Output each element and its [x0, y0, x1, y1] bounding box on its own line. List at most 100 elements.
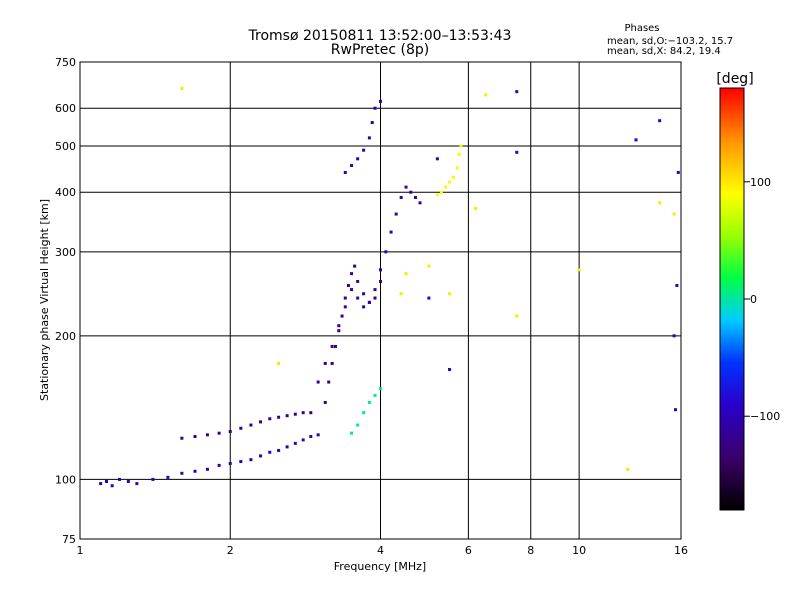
colorbar [719, 87, 745, 511]
y-tick-label: 100 [55, 473, 76, 486]
data-point [277, 415, 281, 419]
data-point [285, 445, 289, 449]
data-point [330, 344, 334, 348]
data-point [277, 361, 281, 365]
data-point [350, 288, 354, 292]
data-point [473, 206, 477, 210]
data-point [577, 268, 581, 272]
colorbar-tick-label: 0 [750, 293, 757, 306]
data-point [301, 411, 305, 415]
data-point [404, 185, 408, 189]
data-point [672, 212, 676, 216]
data-point [249, 423, 253, 427]
data-point [399, 195, 403, 199]
data-point [356, 423, 360, 427]
data-point [379, 387, 382, 391]
y-axis-label: Stationary phase Virtual Height [km] [38, 199, 51, 401]
data-point [418, 201, 422, 205]
data-point [373, 296, 377, 300]
y-tick-label: 750 [55, 56, 76, 69]
data-point [337, 324, 341, 328]
data-point [362, 305, 366, 309]
x-tick-label: 8 [527, 544, 534, 557]
data-point [151, 477, 155, 481]
colorbar-tick-label: 100 [750, 176, 771, 189]
data-point [394, 212, 398, 216]
data-point [350, 164, 354, 168]
data-point [362, 411, 366, 415]
data-point [118, 477, 122, 481]
data-point [309, 435, 313, 439]
data-point [373, 106, 377, 110]
data-point [350, 272, 354, 276]
colorbar-label: [deg] [716, 71, 753, 87]
y-tick-labels: 75 100 200 300 400 500 600 750 [55, 56, 76, 546]
data-point [457, 152, 461, 156]
data-point [389, 230, 393, 234]
data-point [330, 361, 334, 365]
data-point [268, 417, 272, 421]
data-point [674, 408, 678, 412]
data-point [217, 431, 221, 435]
data-point [268, 450, 272, 454]
data-point [658, 201, 662, 205]
data-point [435, 157, 439, 161]
data-point [285, 414, 289, 418]
data-point [367, 400, 371, 404]
data-point [379, 99, 382, 103]
data-point [259, 420, 263, 424]
data-point [384, 250, 388, 254]
y-tick-label: 400 [55, 186, 76, 199]
data-point [228, 461, 232, 465]
data-point [301, 438, 305, 442]
data-point [293, 441, 297, 445]
y-tick-label: 300 [55, 246, 76, 259]
y-tick-label: 75 [62, 533, 76, 546]
data-point [356, 157, 360, 161]
x-tick-label: 1 [77, 544, 84, 557]
data-point [515, 90, 519, 94]
data-point [166, 475, 170, 479]
data-point [367, 300, 371, 304]
x-tick-label: 10 [572, 544, 586, 557]
data-point [327, 380, 331, 384]
data-point [675, 283, 679, 287]
data-point [180, 86, 184, 90]
data-point [658, 119, 662, 123]
data-point [448, 180, 452, 184]
phase-stats-x: mean, sd,X: 84.2, 19.4 [607, 46, 721, 57]
data-point [451, 175, 455, 179]
data-point [217, 463, 221, 467]
data-point [379, 279, 382, 283]
x-tick-labels: 1 2 4 6 8 10 16 [77, 544, 689, 557]
data-point [444, 185, 448, 189]
y-tick-label: 500 [55, 140, 76, 153]
data-point [404, 272, 408, 276]
data-point [340, 314, 344, 318]
y-tick-label: 200 [55, 330, 76, 343]
data-point [676, 170, 680, 174]
phase-stats-o: mean, sd,O:−103.2, 15.7 [607, 36, 733, 47]
data-point [356, 279, 360, 283]
data-point [343, 170, 347, 174]
data-point [409, 190, 413, 194]
data-point [448, 292, 452, 296]
colorbar-tick-label: −100 [750, 410, 780, 423]
data-point [362, 292, 366, 296]
y-tick-label: 600 [55, 102, 76, 115]
data-point [413, 195, 417, 199]
data-point [459, 144, 463, 148]
data-point [259, 454, 263, 458]
plot-frame [79, 61, 682, 540]
data-point [625, 467, 629, 471]
data-point [180, 436, 184, 440]
data-point [350, 431, 354, 435]
data-point [353, 264, 357, 268]
data-point [99, 482, 103, 486]
x-tick-label: 4 [377, 544, 384, 557]
data-point [180, 471, 184, 475]
data-point [239, 426, 243, 430]
data-point [435, 193, 439, 197]
data-point [323, 400, 327, 404]
data-point [337, 329, 341, 333]
